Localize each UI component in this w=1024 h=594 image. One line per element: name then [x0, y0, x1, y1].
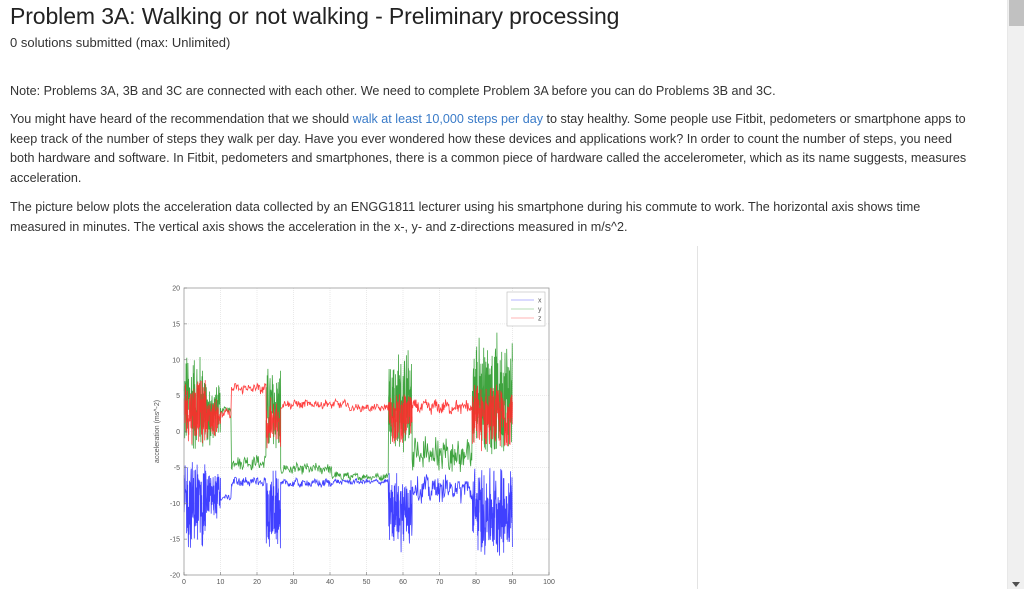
vertical-scrollbar[interactable] [1007, 0, 1024, 589]
scrollbar-thumb[interactable] [1009, 0, 1024, 26]
x-tick-label: 40 [326, 579, 334, 586]
y-tick-label: -5 [174, 465, 180, 472]
x-tick-label: 50 [363, 579, 371, 586]
steps-recommendation-link[interactable]: walk at least 10,000 steps per day [352, 112, 544, 126]
data-series [183, 332, 513, 556]
legend-entry-x: x [538, 298, 542, 305]
chart-legend: xyz [506, 291, 546, 327]
x-tick-label: 20 [253, 579, 261, 586]
picture-description-paragraph: The picture below plots the acceleration… [10, 200, 921, 234]
acceleration-chart: 0 10 20 30 40 50 60 70 80 90 100 20 15 10 5 0 -5 -10 -15 -2… [150, 278, 570, 589]
y-tick-label: 10 [172, 357, 180, 364]
x-tick-label: 0 [182, 579, 186, 586]
y-tick-label: -20 [170, 573, 180, 580]
x-tick-label: 30 [290, 579, 298, 586]
note-paragraph: Note: Problems 3A, 3B and 3C are connect… [10, 84, 776, 98]
x-tick-label: 100 [543, 579, 555, 586]
x-tick-label: 80 [472, 579, 480, 586]
y-tick-label: 20 [172, 286, 180, 293]
intro-paragraph: You might have heard of the recommendati… [10, 110, 970, 188]
intro-text-before: You might have heard of the recommendati… [10, 112, 353, 126]
legend-entry-y: y [538, 307, 542, 314]
problem-page: Problem 3A: Walking or not walking - Pre… [10, 0, 985, 234]
series-y-line [183, 332, 513, 482]
y-axis-label: acceleration (ms^-2) [154, 400, 161, 463]
y-tick-label: 0 [176, 429, 180, 436]
submission-count: 0 solutions submitted (max: Unlimited) [10, 35, 231, 50]
x-tick-label: 10 [217, 579, 225, 586]
series-x-line [183, 462, 513, 556]
intro-text-after: to stay healthy. Some people use Fitbit,… [10, 112, 967, 185]
axes: 0 10 20 30 40 50 60 70 80 90 10020151050-5-10-15-2… [154, 286, 555, 587]
x-tick-label: 60 [399, 579, 407, 586]
page-title: Problem 3A: Walking or not walking - Pre… [10, 3, 620, 29]
x-tick-label: 90 [509, 579, 517, 586]
y-tick-label: 15 [172, 321, 180, 328]
content-divider [697, 246, 698, 589]
x-tick-label: 70 [436, 579, 444, 586]
y-tick-label: 5 [176, 393, 180, 400]
legend-entry-z: z [538, 316, 542, 323]
y-tick-label: -15 [170, 537, 180, 544]
series-z-line [183, 380, 513, 452]
acceleration-plot: 0 10 20 30 40 50 60 70 80 90 10020151050-5-10-15-2… [154, 286, 555, 587]
scroll-down-arrow-icon[interactable] [1012, 582, 1020, 587]
y-tick-label: -10 [170, 501, 180, 508]
